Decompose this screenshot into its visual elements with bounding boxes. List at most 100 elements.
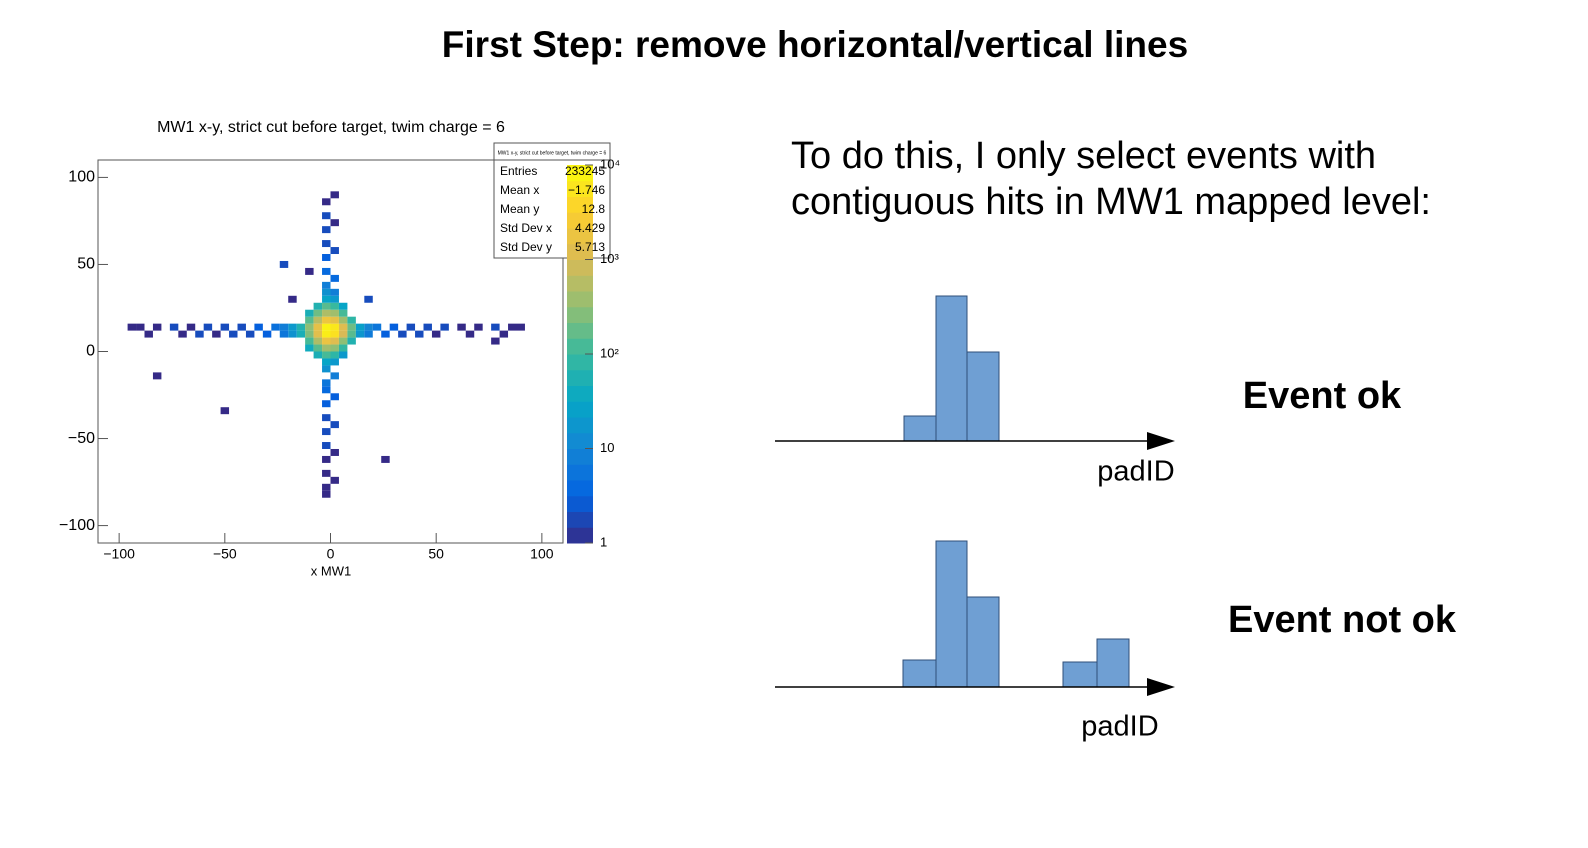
- heatmap-cell: [338, 330, 348, 338]
- colorbar-segment: [567, 243, 593, 260]
- heatmap-cell: [338, 337, 348, 345]
- colorbar-segment: [567, 527, 593, 544]
- heatmap-cell: [305, 323, 314, 331]
- heatmap-cell: [305, 337, 314, 345]
- heatmap-cell: [322, 267, 331, 275]
- heatmap-cell: [313, 330, 323, 338]
- arrow: [1147, 678, 1175, 696]
- heatmap-cell: [330, 191, 339, 199]
- heatmap-cell: [347, 323, 356, 331]
- heatmap-cell: [144, 330, 153, 338]
- heatmap-cell: [355, 330, 365, 338]
- colorbar-segment: [567, 495, 593, 512]
- heatmap-cell: [186, 323, 196, 331]
- heatmap-cell: [364, 295, 373, 303]
- y-tick-label: 0: [86, 343, 95, 360]
- heatmap-cell: [152, 372, 162, 380]
- heatmap-cell: [347, 337, 356, 345]
- body-text: contiguous hits in MW1 mapped level:: [791, 181, 1431, 223]
- heatmap-cell: [465, 330, 475, 338]
- x-tick-label: −50: [213, 546, 237, 562]
- colorbar-segment: [567, 338, 593, 355]
- colorbar-segment: [567, 180, 593, 197]
- heatmap-cell: [212, 330, 221, 338]
- heatmap-cell: [338, 344, 348, 352]
- colorbar-segment: [567, 322, 593, 339]
- heatmap-cell: [305, 267, 314, 275]
- heatmap-cell: [406, 323, 416, 331]
- z-tick-label: 10: [600, 440, 614, 455]
- colorbar-segment: [567, 417, 593, 434]
- heatmap-cell: [322, 316, 331, 324]
- heatmap-cell: [491, 323, 500, 331]
- heatmap-cell: [330, 351, 339, 359]
- heatmap-cell: [338, 302, 348, 310]
- y-tick-label: −100: [59, 517, 95, 534]
- heatmap-cell: [220, 323, 230, 331]
- arrow: [1147, 432, 1175, 450]
- heatmap-cell: [330, 316, 339, 324]
- heatmap-cell: [330, 330, 339, 338]
- heatmap-cell: [516, 323, 525, 331]
- heatmap-cell: [296, 323, 306, 331]
- heatmap-cell: [279, 330, 289, 338]
- heatmap-cell: [254, 323, 263, 331]
- heatmap-cell: [305, 309, 314, 317]
- heatmap-cell: [127, 323, 137, 331]
- heatmap-cell: [322, 226, 331, 234]
- heatmap-cell: [338, 316, 348, 324]
- heatmap-cell: [431, 330, 441, 338]
- heatmap-cell: [322, 483, 331, 491]
- x-axis-label: x MW1: [311, 563, 351, 578]
- pad-bar: [903, 415, 937, 442]
- heatmap-cell: [305, 316, 314, 324]
- heatmap-cell: [322, 288, 331, 296]
- heatmap-cell: [508, 323, 517, 331]
- heatmap-cell: [178, 330, 187, 338]
- axis-label: padID: [1097, 456, 1174, 488]
- heatmap-cell: [322, 400, 331, 408]
- y-tick-label: −50: [68, 430, 95, 447]
- heatmap-cell: [347, 330, 356, 338]
- heatmap-cell: [313, 316, 323, 324]
- heatmap-cell: [313, 302, 323, 310]
- heatmap-cell: [330, 421, 339, 429]
- z-tick-label: 10⁴: [600, 156, 620, 171]
- colorbar-segment: [567, 228, 593, 245]
- heatmap-cell: [415, 330, 424, 338]
- colorbar-segment: [567, 369, 593, 386]
- heatmap-cell: [330, 295, 339, 303]
- body-text: To do this, I only select events with: [791, 135, 1376, 177]
- heatmap-cell: [322, 469, 331, 477]
- heatmap-cell: [313, 351, 323, 359]
- x-tick-label: 0: [327, 546, 335, 562]
- colorbar-segment: [567, 401, 593, 418]
- heatmap-cell: [330, 344, 339, 352]
- heatmap-cell: [229, 330, 238, 338]
- colorbar-segment: [567, 432, 593, 449]
- heatmap-cell: [322, 490, 331, 498]
- x-tick-label: −100: [103, 546, 135, 562]
- pad-bar: [935, 540, 968, 688]
- heatmap-cell: [313, 309, 323, 317]
- stats-label: Mean y: [500, 202, 539, 216]
- stats-label: Mean x: [500, 183, 539, 197]
- colorbar-segment: [567, 259, 593, 276]
- diagram-not-ok: padID Event not ok: [775, 540, 1457, 743]
- heatmap-cell: [330, 288, 339, 296]
- stats-value: 5.713: [575, 240, 605, 254]
- heatmap-cell: [330, 337, 339, 345]
- heatmap-cell: [203, 323, 213, 331]
- heatmap-cell: [271, 323, 280, 331]
- heatmap-cell: [322, 302, 331, 310]
- colorbar-segment: [567, 385, 593, 402]
- heatmap-cell: [322, 254, 331, 261]
- heatmap-cell: [288, 330, 297, 338]
- heatmap-cell: [330, 448, 339, 456]
- heatmap-cell: [322, 344, 331, 352]
- heatmap-cell: [423, 323, 432, 331]
- colorbar-segment: [567, 480, 593, 497]
- diagram-ok: padID Event ok: [775, 295, 1402, 488]
- heatmap-cell: [499, 330, 509, 338]
